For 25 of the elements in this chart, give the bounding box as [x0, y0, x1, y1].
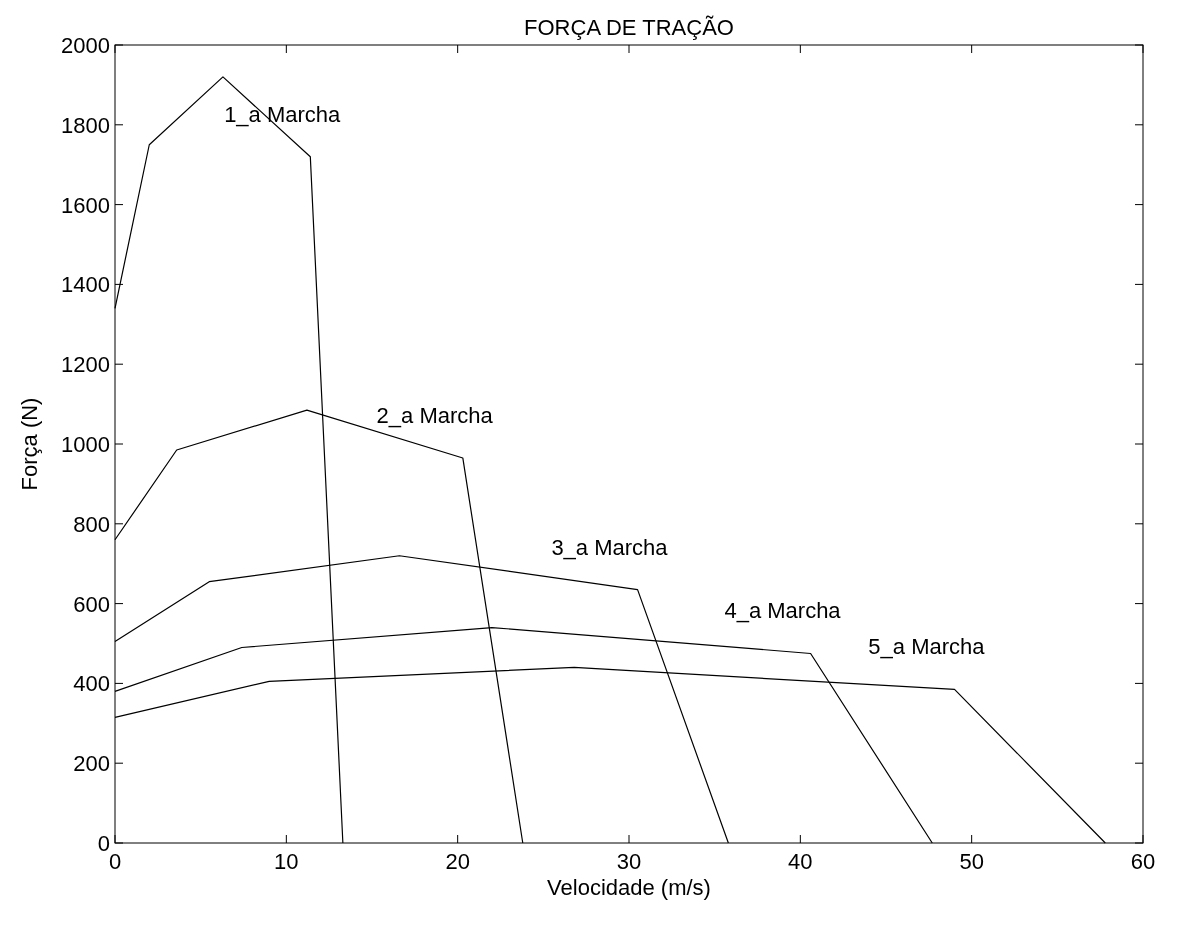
- y-tick-label: 400: [73, 671, 110, 697]
- y-tick-label: 1400: [61, 272, 110, 298]
- y-tick-label: 1800: [61, 112, 110, 138]
- y-tick-label: 800: [73, 511, 110, 537]
- y-tick-label: 0: [97, 831, 110, 856]
- y-axis-title: Força (N): [17, 397, 42, 491]
- series-label: 5_a Marcha: [868, 634, 986, 660]
- series-label: 1_a Marcha: [224, 101, 342, 127]
- x-tick-label: 50: [959, 849, 984, 874]
- x-tick-label: 10: [274, 849, 299, 874]
- series-label: 3_a Marcha: [551, 534, 669, 560]
- y-tick-label: 2000: [61, 33, 110, 58]
- series-label: 4_a Marcha: [724, 598, 842, 624]
- y-tick-label: 600: [73, 591, 110, 617]
- chart-title: FORÇA DE TRAÇÃO: [524, 15, 734, 40]
- x-tick-label: 40: [788, 849, 813, 874]
- y-tick-label: 1200: [61, 352, 110, 378]
- y-tick-label: 1000: [61, 432, 110, 457]
- x-tick-label: 20: [445, 849, 470, 874]
- x-axis-title: Velocidade (m/s): [547, 875, 711, 900]
- x-tick-label: 60: [1130, 849, 1156, 874]
- series-label: 2_a Marcha: [376, 402, 494, 428]
- y-tick-label: 1600: [61, 192, 110, 218]
- y-tick-label: 200: [73, 751, 110, 777]
- x-tick-label: 30: [616, 849, 642, 874]
